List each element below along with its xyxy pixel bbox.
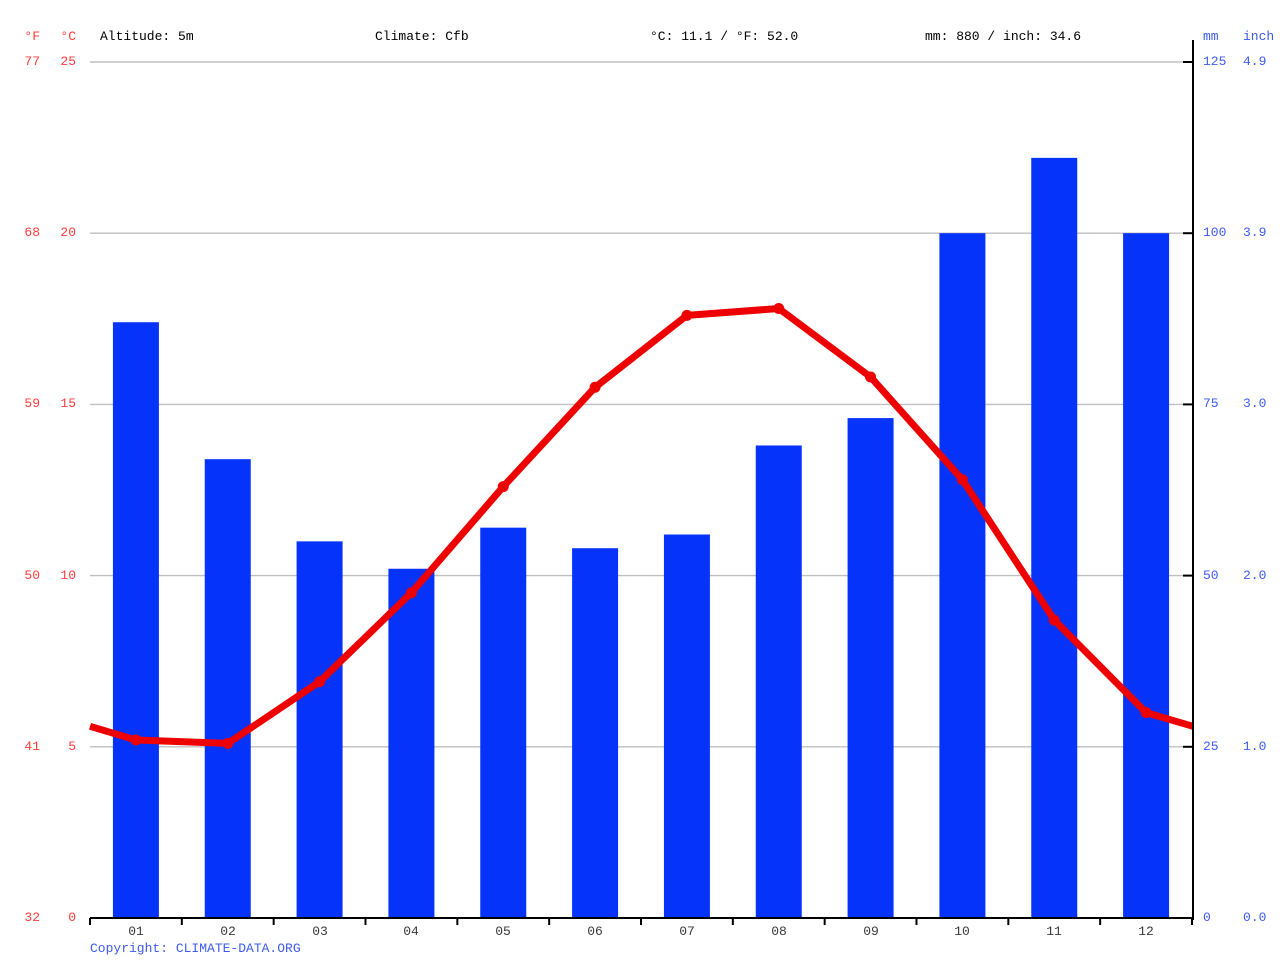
right-tick-inch-3.9: 3.9 (1243, 225, 1267, 240)
month-label-11: 11 (1046, 924, 1062, 939)
right-axis-unit-inch: inch (1243, 29, 1275, 44)
precip-bar-11 (1031, 157, 1078, 918)
temperature-point-03 (314, 676, 326, 688)
precip-bar-06 (572, 548, 619, 918)
left-tick-c-15: 15 (60, 396, 76, 411)
temperature-point-02 (222, 737, 234, 749)
right-axis-unit-mm: mm (1203, 29, 1219, 44)
left-tick-f-50: 50 (24, 568, 40, 583)
precip-bar-10 (939, 233, 986, 918)
right-tick-inch-1.0: 1.0 (1243, 739, 1267, 754)
month-label-01: 01 (128, 924, 144, 939)
temperature-line (88, 305, 1194, 747)
right-tick-inch-3.0: 3.0 (1243, 396, 1267, 411)
precip-bar-07 (663, 534, 710, 918)
month-label-07: 07 (679, 924, 695, 939)
precip-bar-03 (296, 541, 343, 918)
precip-bar-12 (1123, 233, 1170, 918)
temperature-point-11 (1048, 614, 1060, 626)
temperature-point-08 (773, 303, 785, 315)
month-label-02: 02 (220, 924, 236, 939)
temperature-point-10 (956, 474, 968, 486)
left-tick-c-5: 5 (68, 739, 76, 754)
left-tick-f-41: 41 (24, 739, 40, 754)
right-tick-mm-125: 125 (1203, 54, 1227, 69)
annual-precipitation-label: mm: 880 / inch: 34.6 (925, 29, 1082, 44)
left-tick-c-25: 25 (60, 54, 76, 69)
left-tick-f-68: 68 (24, 225, 40, 240)
annual-temperature-label: °C: 11.1 / °F: 52.0 (650, 29, 799, 44)
month-label-03: 03 (312, 924, 328, 939)
left-axis-unit-celsius: °C (60, 29, 76, 44)
left-axis-unit-fahrenheit: °F (24, 29, 40, 44)
left-tick-f-32: 32 (24, 910, 40, 925)
left-tick-c-10: 10 (60, 568, 76, 583)
right-tick-mm-25: 25 (1203, 739, 1219, 754)
temperature-point-05 (497, 481, 509, 493)
right-tick-mm-0: 0 (1203, 910, 1211, 925)
month-label-09: 09 (863, 924, 879, 939)
left-tick-f-77: 77 (24, 54, 40, 69)
left-tick-c-20: 20 (60, 225, 76, 240)
month-label-04: 04 (403, 924, 419, 939)
temperature-point-01 (130, 734, 142, 746)
temperature-point-09 (865, 371, 877, 383)
month-label-06: 06 (587, 924, 603, 939)
right-tick-mm-100: 100 (1203, 225, 1227, 240)
right-tick-inch-4.9: 4.9 (1243, 54, 1267, 69)
temperature-point-12 (1140, 707, 1152, 719)
temperature-point-06 (589, 381, 601, 393)
precip-bar-02 (204, 459, 251, 918)
right-tick-mm-75: 75 (1203, 396, 1219, 411)
temperature-point-04 (405, 587, 417, 599)
left-tick-c-0: 0 (68, 910, 76, 925)
precip-bar-04 (388, 568, 435, 918)
temperature-point-07 (681, 309, 693, 321)
altitude-label: Altitude: 5m (100, 29, 194, 44)
precip-bar-09 (847, 418, 894, 918)
right-tick-mm-50: 50 (1203, 568, 1219, 583)
climate-classification-label: Climate: Cfb (375, 29, 469, 44)
month-label-12: 12 (1138, 924, 1154, 939)
precip-bar-01 (112, 322, 159, 918)
precip-bar-05 (480, 527, 527, 918)
left-tick-f-59: 59 (24, 396, 40, 411)
month-label-08: 08 (771, 924, 787, 939)
month-label-05: 05 (495, 924, 511, 939)
right-tick-inch-2.0: 2.0 (1243, 568, 1267, 583)
right-tick-inch-0.0: 0.0 (1243, 910, 1267, 925)
copyright-link[interactable]: Copyright: CLIMATE-DATA.ORG (90, 941, 301, 956)
precip-bar-08 (755, 445, 802, 918)
month-label-10: 10 (954, 924, 970, 939)
